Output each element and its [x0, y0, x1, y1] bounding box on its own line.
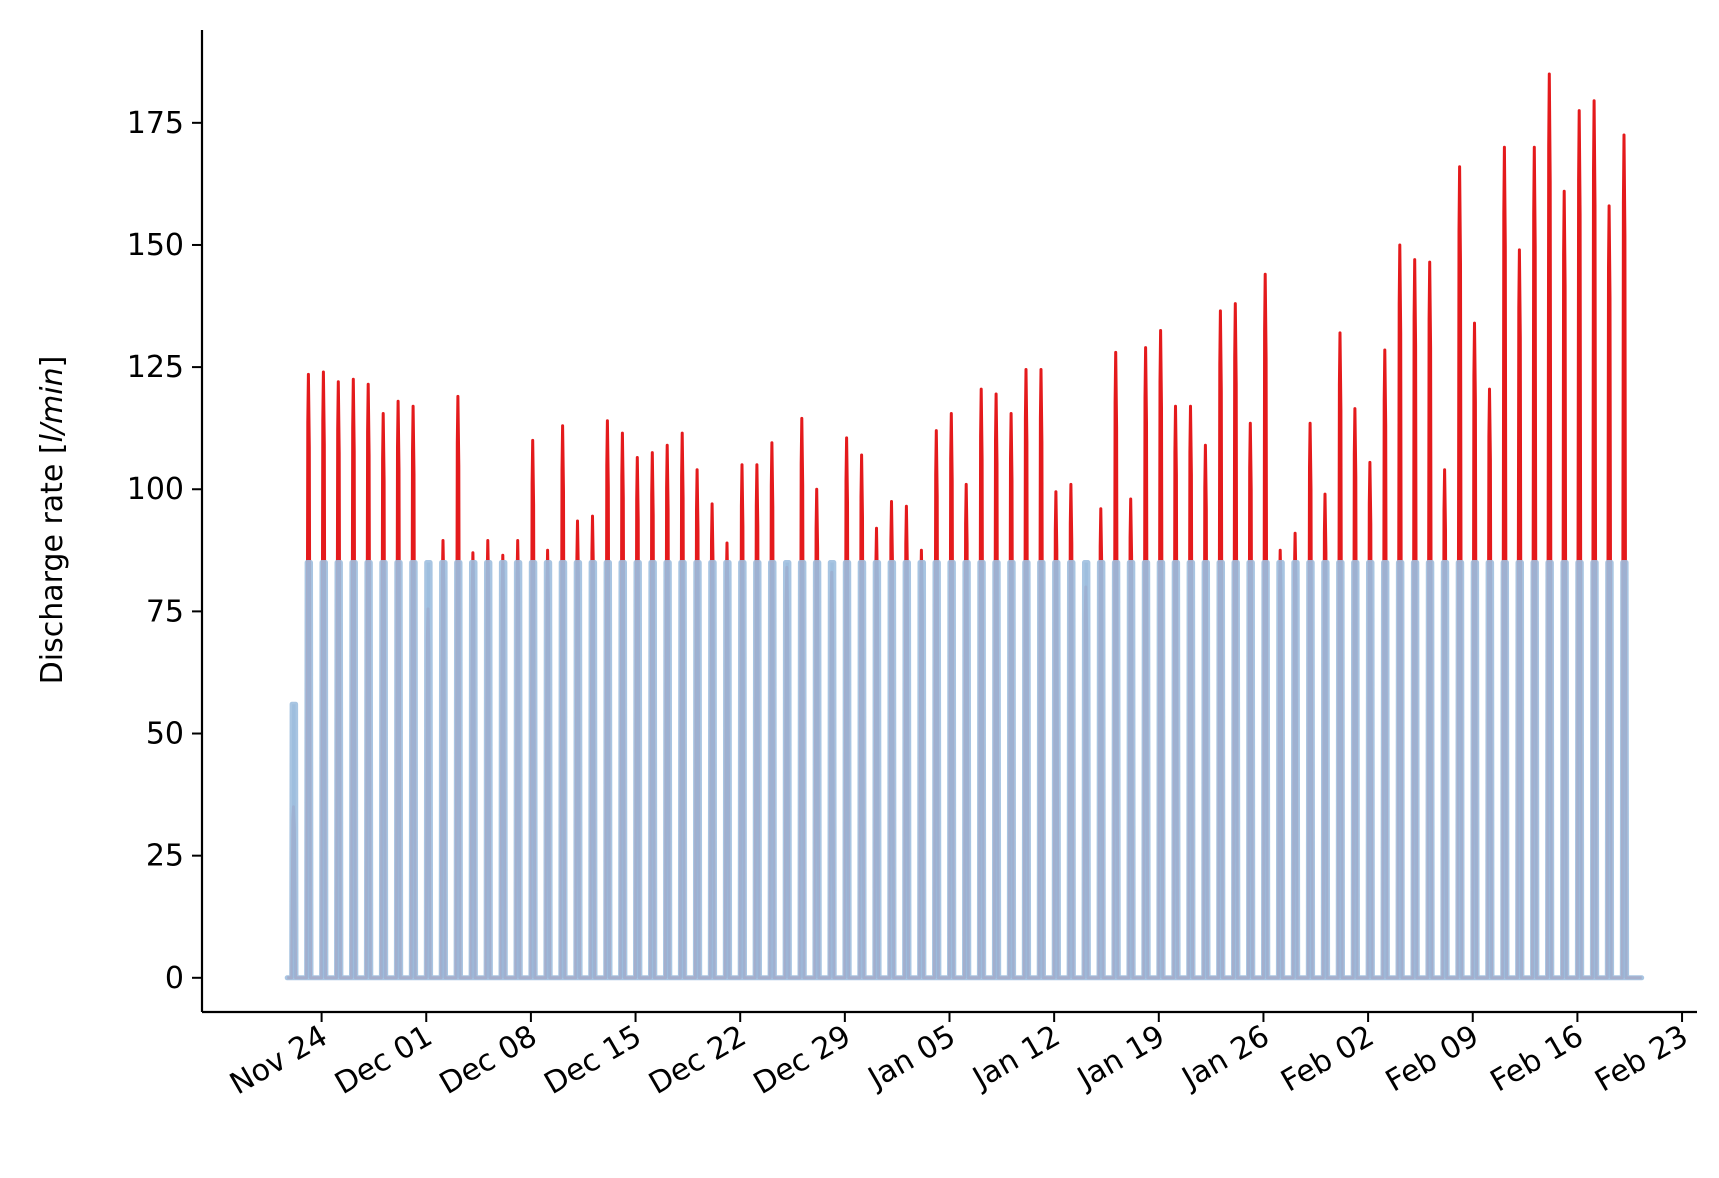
series-layer: [284, 72, 1645, 981]
x-tick-label: Jan 19: [1070, 1019, 1171, 1097]
x-tick-label: Feb 02: [1275, 1019, 1380, 1100]
y-axis-label: Discharge rate [l/min]: [35, 356, 70, 685]
y-tick-label: 75: [146, 594, 184, 629]
y-axis-label-unit: l/min: [35, 367, 70, 442]
x-tick-label: Dec 01: [329, 1019, 438, 1102]
x-tick-label: Dec 15: [538, 1019, 647, 1102]
y-axis-label-close: ]: [35, 356, 70, 368]
y-tick-label: 50: [146, 717, 184, 752]
x-tick-label: Dec 22: [643, 1019, 752, 1102]
x-tick-label: Feb 09: [1380, 1019, 1485, 1100]
y-tick-label: 150: [127, 228, 184, 263]
y-tick-label: 125: [127, 350, 184, 385]
y-tick-label: 175: [127, 106, 184, 141]
y-tick-label: 100: [127, 472, 184, 507]
x-tick-label: Jan 26: [1175, 1019, 1276, 1097]
x-tick-label: Jan 12: [966, 1019, 1067, 1097]
y-axis-label-text: Discharge rate [: [35, 442, 70, 684]
x-tick-label: Jan 05: [861, 1019, 962, 1097]
x-tick-label: Nov 24: [224, 1019, 334, 1102]
series-area-blue: [284, 560, 1645, 981]
x-tick-label: Feb 23: [1589, 1019, 1694, 1100]
x-tick-label: Feb 16: [1485, 1019, 1590, 1100]
y-tick-label: 25: [146, 839, 184, 874]
x-tick-label: Dec 29: [748, 1019, 857, 1102]
x-tick-label: Dec 08: [434, 1019, 543, 1102]
y-tick-label: 0: [165, 961, 184, 996]
